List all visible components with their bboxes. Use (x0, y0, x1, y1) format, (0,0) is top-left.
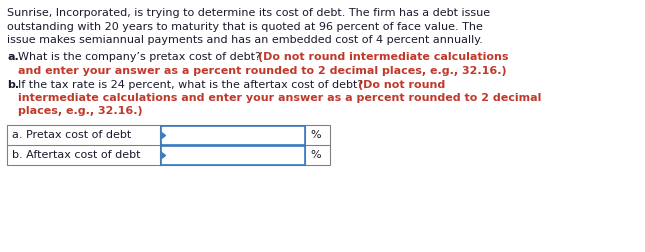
Text: Sunrise, Incorporated, is trying to determine its cost of debt. The firm has a d: Sunrise, Incorporated, is trying to dete… (7, 8, 490, 18)
Text: issue makes semiannual payments and has an embedded cost of 4 percent annually.: issue makes semiannual payments and has … (7, 35, 483, 45)
Text: If the tax rate is 24 percent, what is the aftertax cost of debt?: If the tax rate is 24 percent, what is t… (18, 79, 367, 89)
Bar (161, 125, 304, 144)
Text: and enter your answer as a percent rounded to 2 decimal places, e.g., 32.16.): and enter your answer as a percent round… (18, 66, 506, 76)
Text: a. Pretax cost of debt: a. Pretax cost of debt (12, 130, 131, 140)
Text: places, e.g., 32.16.): places, e.g., 32.16.) (18, 107, 143, 116)
Bar (7, 125, 330, 165)
Text: (Do not round intermediate calculations: (Do not round intermediate calculations (258, 52, 508, 62)
Text: b.: b. (7, 79, 19, 89)
Text: %: % (310, 150, 321, 160)
Text: What is the company’s pretax cost of debt?: What is the company’s pretax cost of deb… (18, 52, 264, 62)
Text: a.: a. (7, 52, 19, 62)
Text: (Do not round: (Do not round (358, 79, 445, 89)
Text: outstanding with 20 years to maturity that is quoted at 96 percent of face value: outstanding with 20 years to maturity th… (7, 21, 483, 32)
Text: b. Aftertax cost of debt: b. Aftertax cost of debt (12, 150, 141, 160)
Bar (161, 145, 304, 165)
Text: %: % (310, 130, 321, 140)
Text: intermediate calculations and enter your answer as a percent rounded to 2 decima: intermediate calculations and enter your… (18, 93, 541, 103)
